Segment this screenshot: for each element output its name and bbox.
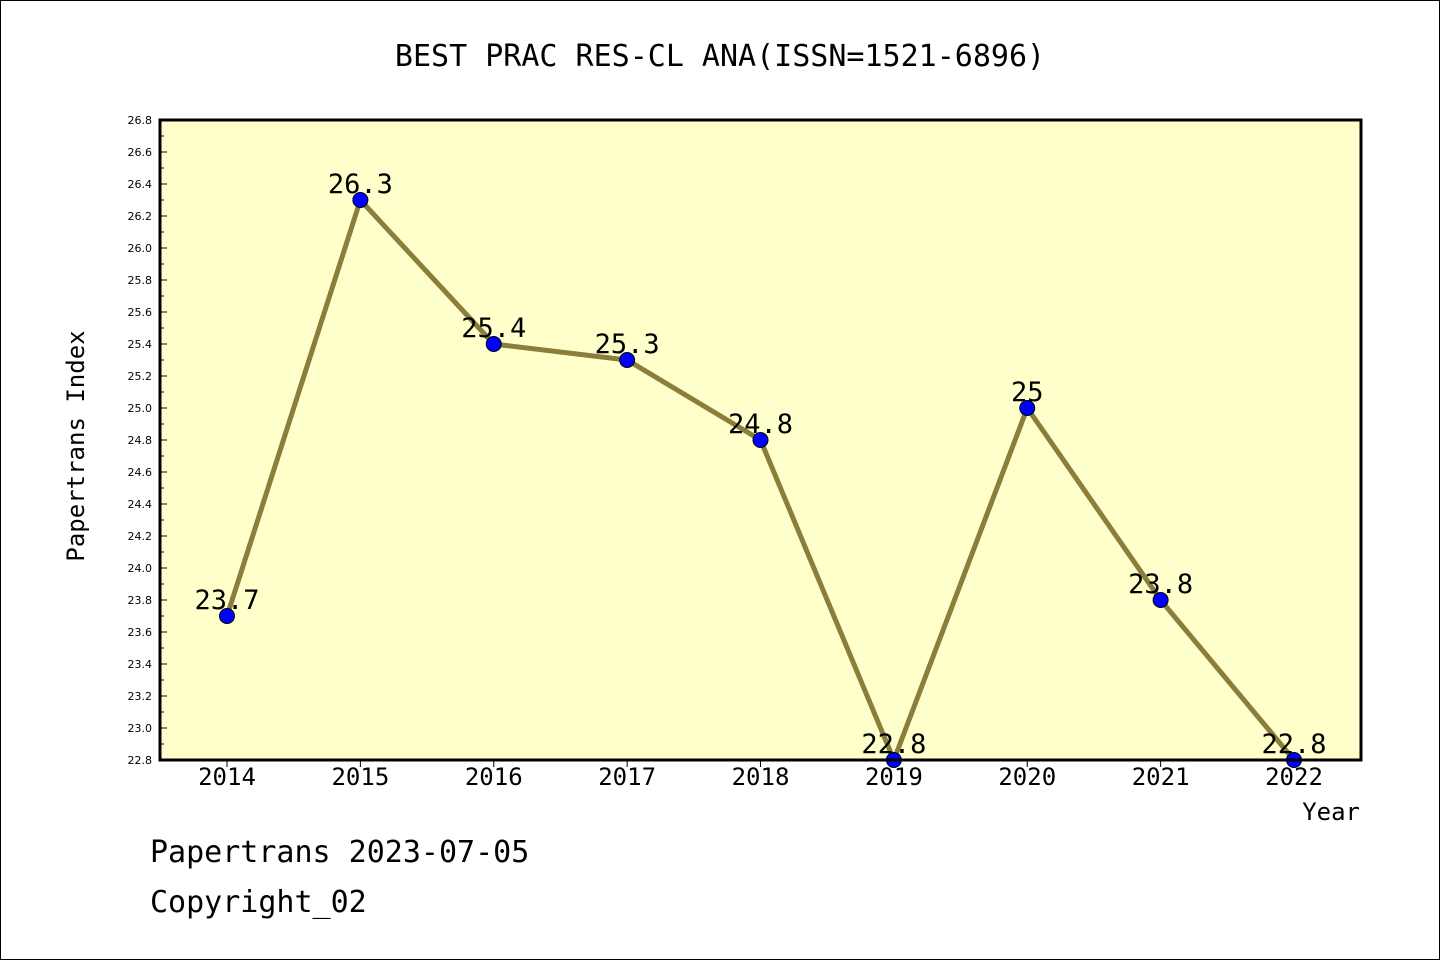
footer-date-text: Papertrans 2023-07-05 xyxy=(150,835,530,870)
x-tick-label: 2021 xyxy=(1132,763,1190,791)
data-label: 25 xyxy=(1011,377,1044,408)
y-tick-label: 26.2 xyxy=(128,210,153,223)
y-tick-label: 23.6 xyxy=(128,626,153,639)
y-tick-label: 25.8 xyxy=(128,274,153,287)
data-label: 23.7 xyxy=(194,585,259,616)
y-tick-label: 23.0 xyxy=(128,722,153,735)
x-axis-label: Year xyxy=(1302,798,1360,826)
y-tick-label: 24.4 xyxy=(128,498,153,511)
data-point xyxy=(1019,400,1036,416)
data-point xyxy=(752,432,769,448)
data-label: 26.3 xyxy=(328,169,393,200)
series-line-group: 23.7 26.3 25.4 25.3 24.8 22.8 25 23.8 22.8 xyxy=(194,169,1327,768)
y-axis-ticks: 22.8 23.0 23.2 23.4 23.6 23.8 24.0 24.2 24.4 24.6… xyxy=(128,114,167,767)
data-label: 25.4 xyxy=(461,313,526,344)
y-tick-label: 23.8 xyxy=(128,594,153,607)
x-tick-label: 2014 xyxy=(198,763,256,791)
data-point xyxy=(619,352,636,368)
y-tick-label: 23.2 xyxy=(128,690,153,703)
x-tick-label: 2016 xyxy=(465,763,523,791)
y-tick-label: 24.0 xyxy=(128,562,153,575)
data-label: 23.8 xyxy=(1128,569,1193,600)
x-axis-ticks: 2014 2015 2016 2017 2018 2019 2020 2021 2022 xyxy=(198,760,1323,791)
data-label: 22.8 xyxy=(1261,729,1326,760)
x-tick-label: 2020 xyxy=(998,763,1056,791)
x-tick-label: 2018 xyxy=(732,763,790,791)
x-tick-label: 2017 xyxy=(598,763,656,791)
y-axis-label: Papertrans Index xyxy=(62,330,90,561)
y-tick-label: 24.8 xyxy=(128,434,153,447)
data-point xyxy=(1152,592,1169,608)
y-tick-label: 25.0 xyxy=(128,402,153,415)
y-tick-label: 23.4 xyxy=(128,658,153,671)
y-tick-label: 22.8 xyxy=(128,754,153,767)
footer-copyright-text: Copyright_02 xyxy=(150,885,367,920)
y-tick-label: 26.0 xyxy=(128,242,153,255)
data-point xyxy=(485,336,502,352)
x-tick-label: 2015 xyxy=(331,763,389,791)
y-tick-label: 24.2 xyxy=(128,530,153,543)
y-tick-label: 26.8 xyxy=(128,114,153,127)
data-label: 22.8 xyxy=(861,729,926,760)
data-point xyxy=(219,608,235,624)
y-tick-label: 25.6 xyxy=(128,306,153,319)
data-label: 25.3 xyxy=(595,329,660,360)
y-tick-label: 26.4 xyxy=(128,178,153,191)
data-point xyxy=(352,192,369,208)
chart-title: BEST PRAC RES-CL ANA(ISSN=1521-6896) xyxy=(395,39,1045,74)
plot-border xyxy=(158,118,1363,762)
data-label: 24.8 xyxy=(728,409,793,440)
y-tick-label: 25.4 xyxy=(128,338,153,351)
y-tick-label: 25.2 xyxy=(128,370,153,383)
y-tick-label: 26.6 xyxy=(128,146,153,159)
y-tick-label: 24.6 xyxy=(128,466,153,479)
